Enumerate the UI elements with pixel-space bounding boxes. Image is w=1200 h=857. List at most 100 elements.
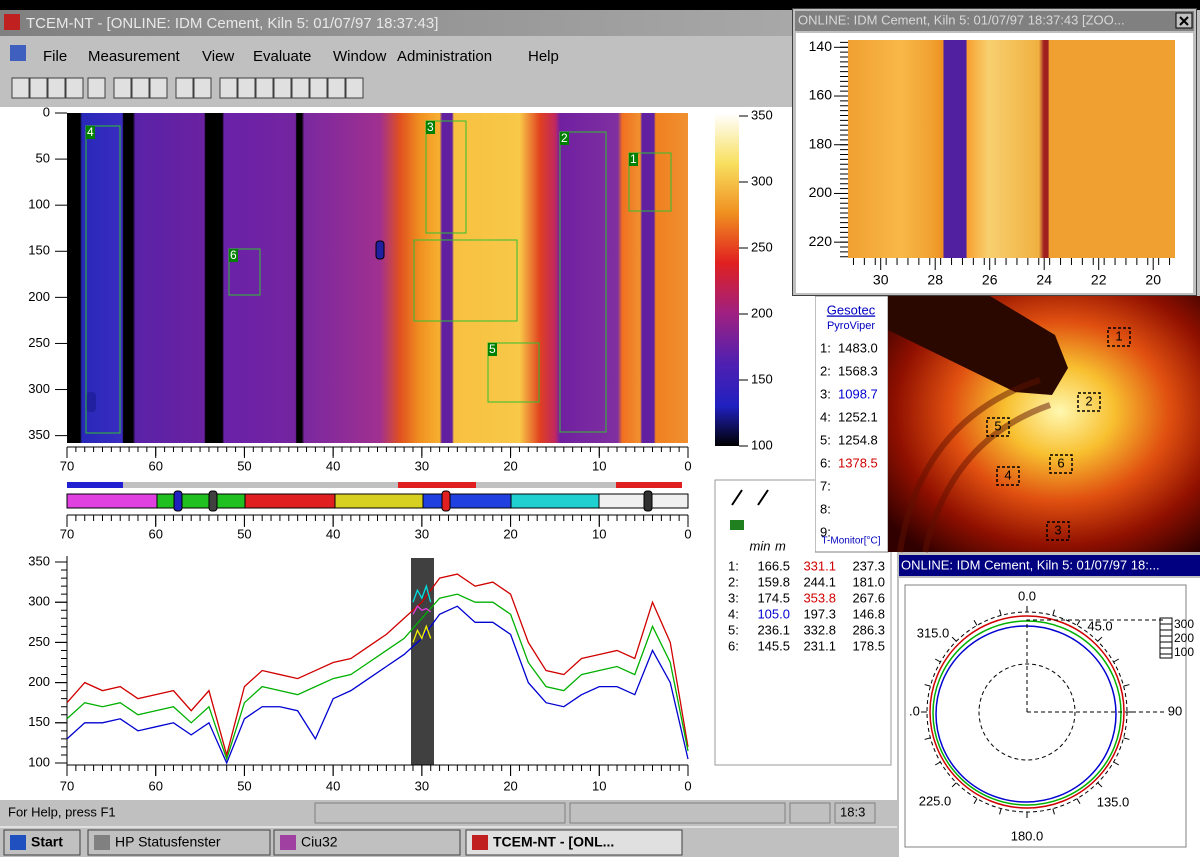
taskbar-label: Ciu32 bbox=[301, 834, 338, 850]
toolbar-button[interactable] bbox=[328, 78, 345, 98]
menu-item[interactable]: Evaluate bbox=[253, 48, 311, 65]
menu-icon bbox=[10, 45, 26, 61]
toolbar-button[interactable] bbox=[88, 78, 105, 98]
toolbar-button[interactable] bbox=[30, 78, 47, 98]
toolbar-button[interactable] bbox=[220, 78, 237, 98]
strip-segment bbox=[67, 494, 157, 508]
toolbar-button[interactable] bbox=[132, 78, 149, 98]
angle-label: 45.0 bbox=[1087, 618, 1112, 633]
toolbar-button[interactable] bbox=[194, 78, 211, 98]
status-bar bbox=[0, 800, 897, 826]
x-tick-label: 22 bbox=[1091, 272, 1107, 288]
colorbar-label: 350 bbox=[751, 107, 773, 122]
row-label: 5: bbox=[728, 622, 739, 637]
y-tick-label: 200 bbox=[809, 184, 833, 200]
y-tick-label: 100 bbox=[28, 197, 50, 212]
toolbar-button[interactable] bbox=[292, 78, 309, 98]
roi-label: 4 bbox=[87, 125, 94, 139]
x-tick-label: 20 bbox=[503, 778, 517, 793]
toolbar-button[interactable] bbox=[114, 78, 131, 98]
reading-label: 1: bbox=[820, 340, 831, 355]
colorbar-label: 100 bbox=[751, 437, 773, 452]
x-tick-label: 20 bbox=[503, 526, 517, 541]
toolbar-button[interactable] bbox=[150, 78, 167, 98]
colorbar-label: 250 bbox=[751, 239, 773, 254]
reading-label: 9: bbox=[820, 524, 831, 539]
screen: TCEM-NT - [ONLINE: IDM Cement, Kiln 5: 0… bbox=[0, 0, 1200, 857]
taskbar-icon bbox=[94, 835, 110, 850]
toolbar-button[interactable] bbox=[176, 78, 193, 98]
y-tick-label: 160 bbox=[809, 87, 833, 103]
status-text: For Help, press F1 bbox=[8, 804, 116, 819]
toolbar-button[interactable] bbox=[274, 78, 291, 98]
reading-value: 1254.8 bbox=[838, 432, 878, 447]
taskbar-icon bbox=[472, 835, 488, 850]
x-tick-label: 70 bbox=[60, 526, 74, 541]
strip-segment bbox=[157, 494, 245, 508]
camera-icon bbox=[730, 520, 744, 530]
x-tick-label: 30 bbox=[873, 272, 889, 288]
angle-label: 90 bbox=[1168, 703, 1182, 718]
toolbar-button[interactable] bbox=[346, 78, 363, 98]
stat-value: 237.3 bbox=[852, 558, 885, 573]
angle-label: .0 bbox=[909, 703, 920, 718]
strip-flag bbox=[398, 482, 476, 488]
stat-value: 267.6 bbox=[852, 590, 885, 605]
angle-label: 225.0 bbox=[919, 793, 952, 808]
x-tick-label: 10 bbox=[592, 778, 606, 793]
x-tick-label: 50 bbox=[237, 458, 251, 473]
toolbar-button[interactable] bbox=[238, 78, 255, 98]
reading-label: 7: bbox=[820, 478, 831, 493]
strip-segment bbox=[335, 494, 423, 508]
x-tick-label: 40 bbox=[326, 778, 340, 793]
reading-value: 1568.3 bbox=[838, 363, 878, 378]
x-tick-label: 50 bbox=[237, 526, 251, 541]
menu-item[interactable]: Measurement bbox=[88, 48, 181, 65]
stat-value: 174.5 bbox=[757, 590, 790, 605]
x-tick-label: 70 bbox=[60, 778, 74, 793]
strip-flag bbox=[476, 482, 616, 488]
y-tick-label: 50 bbox=[36, 151, 50, 166]
brand[interactable]: Gesotec bbox=[827, 302, 876, 317]
taskbar-label: HP Statusfenster bbox=[115, 834, 221, 850]
reading-value: 1252.1 bbox=[838, 409, 878, 424]
reading-value: 1483.0 bbox=[838, 340, 878, 355]
menu-item[interactable]: Help bbox=[528, 48, 559, 65]
strip-flag bbox=[123, 482, 398, 488]
zoom-window: ONLINE: IDM Cement, Kiln 5: 01/07/97 18:… bbox=[792, 8, 1197, 296]
y-tick-label: 300 bbox=[28, 594, 50, 609]
y-tick-label: 100 bbox=[28, 754, 50, 769]
camera-roi-label: 3 bbox=[1054, 522, 1061, 537]
toolbar-button[interactable] bbox=[48, 78, 65, 98]
roi-label: 1 bbox=[630, 152, 637, 166]
menu-item[interactable]: View bbox=[202, 48, 234, 65]
stat-value: 197.3 bbox=[803, 606, 836, 621]
column-header: min bbox=[750, 538, 771, 553]
product: PyroViper bbox=[827, 320, 875, 332]
menu-item[interactable]: Window bbox=[333, 48, 387, 65]
window-title: TCEM-NT - [ONLINE: IDM Cement, Kiln 5: 0… bbox=[26, 15, 438, 32]
taskbar-icon bbox=[280, 835, 296, 850]
stat-value: 236.1 bbox=[757, 622, 790, 637]
strip-flag bbox=[616, 482, 682, 488]
x-tick-label: 0 bbox=[684, 458, 691, 473]
menu-item[interactable]: File bbox=[43, 48, 67, 65]
menu-item[interactable]: Administration bbox=[397, 48, 492, 65]
x-tick-label: 0 bbox=[684, 526, 691, 541]
roi-label: 5 bbox=[489, 342, 496, 356]
toolbar-button[interactable] bbox=[66, 78, 83, 98]
angle-label: 135.0 bbox=[1097, 794, 1130, 809]
row-label: 1: bbox=[728, 558, 739, 573]
y-tick-label: 350 bbox=[28, 427, 50, 442]
taskbar-icon bbox=[10, 835, 26, 850]
angle-label: 0.0 bbox=[1018, 588, 1036, 603]
window-title: ONLINE: IDM Cement, Kiln 5: 01/07/97 18:… bbox=[901, 557, 1160, 572]
toolbar-button[interactable] bbox=[12, 78, 29, 98]
roi-label: 3 bbox=[427, 120, 434, 134]
toolbar-button[interactable] bbox=[256, 78, 273, 98]
y-tick-label: 150 bbox=[28, 243, 50, 258]
toolbar-button[interactable] bbox=[310, 78, 327, 98]
thermal-image bbox=[67, 113, 688, 443]
window-title: ONLINE: IDM Cement, Kiln 5: 01/07/97 18:… bbox=[798, 12, 1125, 27]
colorbar-label: 200 bbox=[751, 305, 773, 320]
